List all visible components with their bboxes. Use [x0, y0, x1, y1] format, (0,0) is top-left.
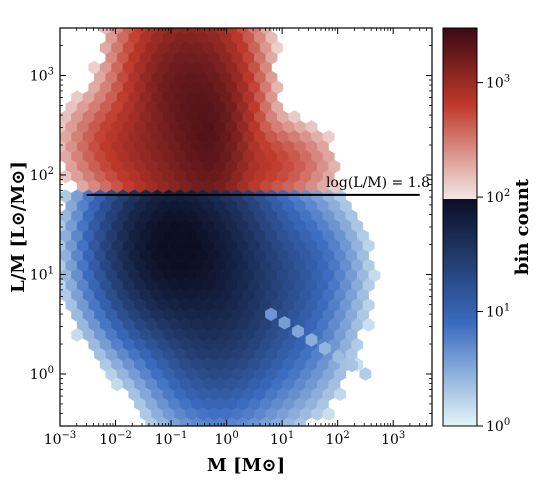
- hexbin-cells: [60, 28, 381, 426]
- hexbin-cell: [265, 307, 277, 322]
- hexbin-cell: [319, 341, 331, 356]
- colorbar-tick-label: 100: [486, 417, 510, 435]
- y-axis-label: L/M [L⊙/M⊙]: [8, 161, 29, 293]
- hexbin-cell: [332, 350, 345, 364]
- colorbar-frame: [442, 27, 478, 427]
- x-tick-label: 100: [214, 430, 238, 448]
- y-tick-label: 100: [30, 365, 54, 383]
- hexbin-cell: [214, 417, 227, 426]
- hexbin-cell: [346, 358, 358, 373]
- hexbin-cell: [259, 417, 272, 426]
- colorbar-lower-gradient: [443, 199, 477, 426]
- hexbin-cell: [305, 333, 318, 347]
- hexbin-cell: [322, 407, 335, 421]
- x-tick-label: 10−2: [99, 430, 132, 448]
- hexbin-cell: [248, 417, 261, 426]
- x-tick-label: 10−3: [44, 430, 77, 448]
- colorbar-tick-label: 102: [486, 188, 510, 206]
- hexbin-cell: [271, 417, 284, 426]
- colorbar-tick-label: 101: [486, 303, 510, 321]
- hexbin-cell: [359, 367, 372, 381]
- x-tick-label: 10−1: [155, 430, 188, 448]
- y-tick-label: 102: [30, 166, 54, 184]
- threshold-label: log(L/M) = 1.8: [326, 175, 430, 191]
- hexbin-cell: [191, 417, 204, 426]
- colorbar-upper-gradient: [443, 28, 477, 199]
- hexbin-cell: [334, 387, 346, 402]
- hexbin-cell: [278, 315, 291, 330]
- hexbin-cell: [179, 417, 192, 426]
- x-axis-ticks: 10−3 10−2 10−1 100 101 102 103: [44, 28, 433, 448]
- hexbin-cell: [292, 324, 304, 339]
- x-tick-label: 103: [381, 430, 405, 448]
- colorbar: 100 101 102 103 bin count: [442, 27, 533, 435]
- x-tick-label: 101: [270, 430, 294, 448]
- hexbin-cell: [236, 417, 249, 426]
- y-axis-ticks: 100 101 102 103: [30, 27, 432, 427]
- colorbar-label: bin count: [512, 178, 533, 275]
- hexbin-cell: [202, 417, 215, 426]
- hexbin-cell: [294, 417, 306, 426]
- y-tick-label: 101: [30, 265, 54, 283]
- hexbin-cell: [225, 417, 238, 426]
- hexbin-cell: [282, 417, 295, 426]
- colorbar-tick-label: 103: [486, 74, 510, 92]
- x-tick-label: 102: [326, 430, 350, 448]
- hexbin-cell: [362, 318, 375, 332]
- colorbar-ticks: 100 101 102 103: [477, 74, 510, 435]
- x-axis-label: M [M⊙]: [207, 455, 285, 476]
- y-tick-label: 103: [30, 66, 54, 84]
